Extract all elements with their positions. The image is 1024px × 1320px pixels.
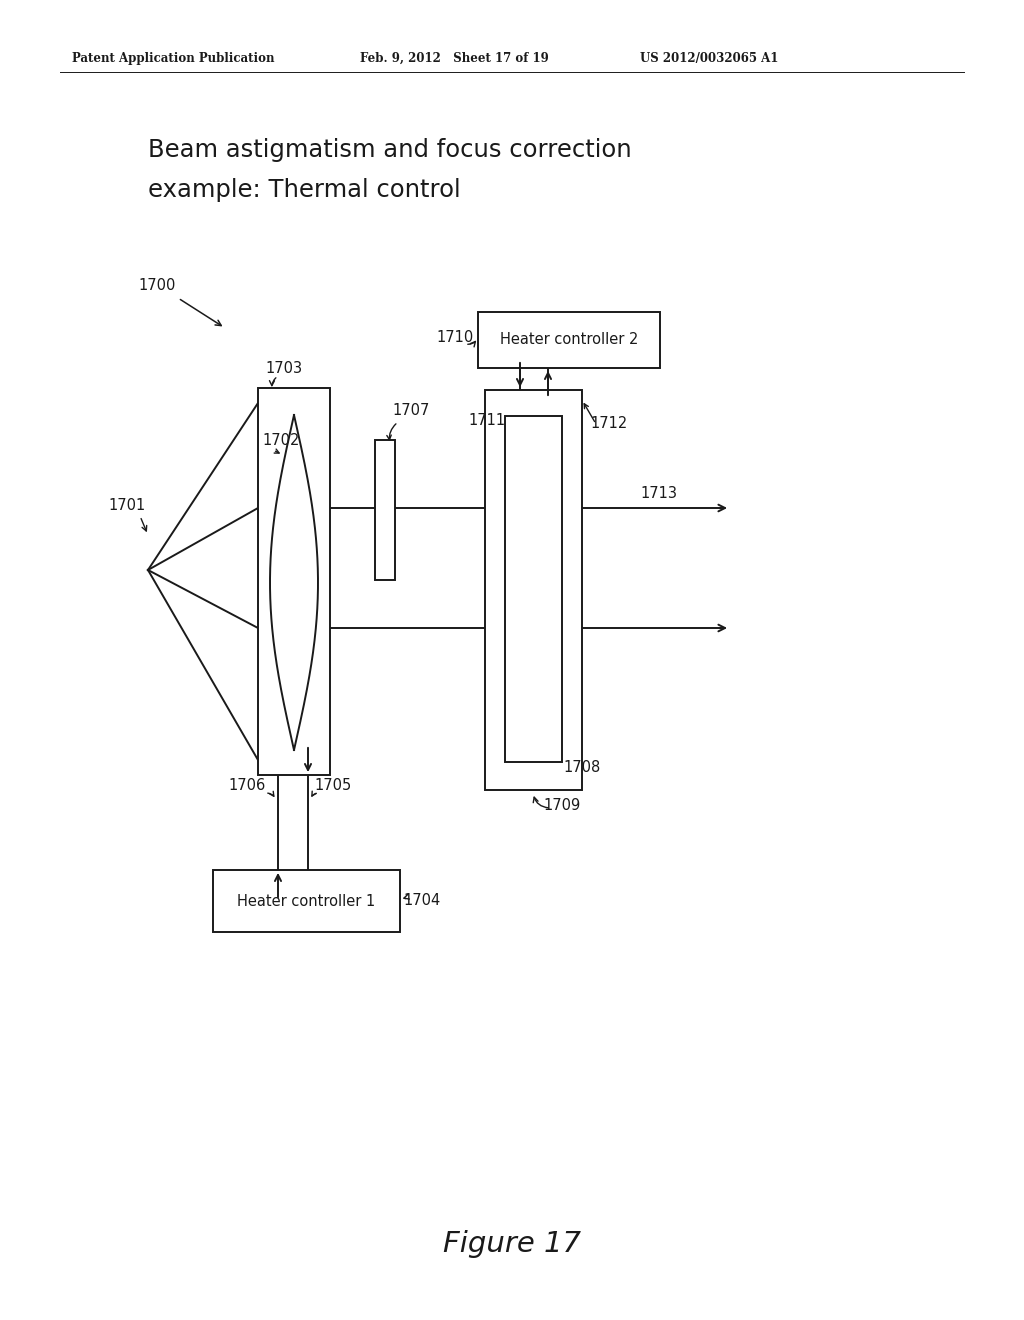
Bar [213, 870, 400, 932]
Text: 1705: 1705 [314, 777, 351, 793]
Text: Heater controller 1: Heater controller 1 [238, 894, 376, 908]
Bar [258, 388, 330, 775]
Text: US 2012/0032065 A1: US 2012/0032065 A1 [640, 51, 778, 65]
Text: 1707: 1707 [392, 403, 429, 418]
Bar [485, 389, 582, 789]
Text: Patent Application Publication: Patent Application Publication [72, 51, 274, 65]
Text: 1704: 1704 [403, 894, 440, 908]
Text: Heater controller 2: Heater controller 2 [500, 333, 638, 347]
Text: 1700: 1700 [138, 279, 175, 293]
Text: 1713: 1713 [640, 486, 677, 502]
Text: Figure 17: Figure 17 [443, 1230, 581, 1258]
Text: Feb. 9, 2012   Sheet 17 of 19: Feb. 9, 2012 Sheet 17 of 19 [360, 51, 549, 65]
Bar [505, 416, 562, 762]
Text: 1702: 1702 [262, 433, 299, 447]
Bar [478, 312, 660, 368]
Text: 1703: 1703 [265, 360, 302, 376]
Text: 1710: 1710 [436, 330, 473, 345]
Text: 1701: 1701 [108, 498, 145, 513]
Text: 1712: 1712 [590, 416, 628, 432]
Text: Beam astigmatism and focus correction: Beam astigmatism and focus correction [148, 139, 632, 162]
Text: 1708: 1708 [563, 760, 600, 775]
Text: example: Thermal control: example: Thermal control [148, 178, 461, 202]
Text: 1709: 1709 [543, 799, 581, 813]
Bar [375, 440, 395, 579]
Text: 1706: 1706 [228, 777, 265, 793]
Text: 1711: 1711 [468, 413, 505, 428]
